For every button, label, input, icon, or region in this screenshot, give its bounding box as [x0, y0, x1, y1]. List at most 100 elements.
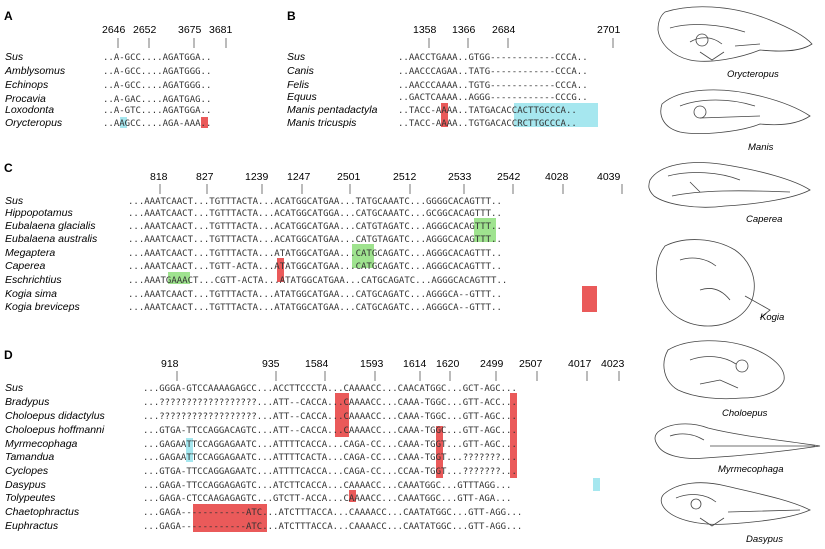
sequence: ...GAGA-TTCCAGGAGAGTC...ATCTTCACCA...CAA…: [143, 481, 511, 491]
insertion-highlight: [514, 103, 598, 127]
panel-c-positions: 818 827 1239 1247 2501 2512 2533 2542 40…: [150, 171, 623, 194]
panel-a-highlights: [120, 117, 208, 128]
position-label: 2499: [480, 358, 504, 370]
sequence: ...AAATCAACT...TGTTTACTA...ACATGGCATGGA.…: [128, 209, 502, 219]
panel-label-d: D: [4, 348, 13, 362]
stop-codon-highlight: [352, 244, 374, 268]
taxon-label: Choloepus hoffmanni: [5, 424, 105, 436]
taxon-label: Procavia: [5, 93, 46, 105]
taxon-label: Choloepus didactylus: [5, 410, 106, 422]
sequence: ..TACC-AAAA..TATGACACCACTTGCCCA..: [398, 106, 577, 116]
skull-outline: [654, 423, 821, 459]
taxon-label: Myrmecophaga: [5, 438, 78, 450]
skull-outline: [655, 239, 755, 327]
taxon-label: Euphractus: [5, 520, 59, 532]
deletion-highlight: [510, 393, 517, 478]
taxon-label: Cyclopes: [5, 465, 49, 477]
insertion-highlight: [593, 478, 600, 491]
sequence: ..A-GCC....AGATGGG..: [103, 67, 211, 77]
position-label: 2684: [492, 24, 516, 36]
sequence: ...AAATGAAACT...CGTT-ACTA...ATATGGCATGAA…: [128, 276, 507, 286]
sequence: ...GTGA-TTCCAGGAGAATC...ATTTTCACCA...CAG…: [143, 467, 517, 477]
taxon-label: Amblysomus: [4, 65, 66, 77]
position-label: 2512: [393, 171, 417, 183]
sequence: ...AAATCAACT...TGTT-ACTA...ATATGGCATGAA.…: [128, 262, 502, 272]
deletion-highlight: [582, 286, 597, 312]
skull-detail: [675, 494, 801, 527]
taxon-label: Eschrichtius: [5, 274, 62, 286]
panel-b-positions: 1358 1366 2684 2701: [413, 24, 621, 48]
panel-b: B 1358 1366 2684 2701 Sus ..AACCTGAAA..G…: [287, 9, 621, 129]
sequence: ...GAGA------------ATC...ATCTTTACCA...CA…: [143, 508, 522, 518]
sequence: ..A-GCC....AGATGGG..: [103, 81, 211, 91]
sequence: ...GTGA-TTCCAGGACAGTC...ATT--CACCA...CAA…: [143, 426, 517, 436]
panel-label-b: B: [287, 9, 296, 23]
taxon-label: Sus: [5, 51, 24, 63]
position-label: 2701: [597, 24, 621, 36]
position-label: 4039: [597, 171, 621, 183]
panel-c-highlights: [168, 218, 597, 312]
panel-a-rows: Sus ..A-GCC....AGATGGA.. Amblysomus ..A-…: [4, 51, 211, 129]
sequence: ...AAATCAACT...TGTTTACTA...ATATGGCATGAA.…: [128, 303, 502, 313]
position-label: 2533: [448, 171, 472, 183]
stop-codon-highlight: [474, 218, 496, 242]
skull-orbit: [690, 498, 702, 510]
sequence: ...AAATCAACT...TGTTTACTA...ATATGGCATGAA.…: [128, 290, 502, 300]
skull-outline: [663, 340, 785, 400]
taxon-label: Sus: [5, 195, 24, 207]
taxon-label: Chaetophractus: [5, 506, 80, 518]
skull-detail: [679, 257, 771, 319]
sequence: ...AAATCAACT...TGTTTACTA...ACATGGCATGAA.…: [128, 197, 502, 207]
taxon-label: Loxodonta: [5, 104, 54, 116]
taxon-label: Hippopotamus: [5, 207, 73, 219]
taxon-label: Dasypus: [5, 479, 47, 491]
skull-caperea: Caperea: [648, 162, 811, 225]
skull-outline: [660, 89, 811, 134]
position-label: 1366: [452, 24, 476, 36]
skull-manis: Manis: [660, 89, 811, 153]
panel-a: A 2646 2652 3675 3681 Sus ..A-GCC....AGA…: [4, 9, 233, 129]
position-label: 2501: [337, 171, 361, 183]
sequence: ...AAATCAACT...TGTTTACTA...ATATGGCATGAA.…: [128, 249, 502, 259]
skull-outline: [657, 6, 813, 62]
skull-outline: [660, 482, 811, 525]
skull-orbit: [735, 359, 749, 373]
sequence: ...GAGAATTCCAGGAGAATC...ATTTTCACTA...CAG…: [143, 453, 517, 463]
skull-label: Choloepus: [722, 408, 768, 419]
skull-detail: [669, 24, 761, 61]
stop-codon-highlight: [168, 272, 190, 284]
sequence: ..AACCTGAAA..GTGG------------CCCA..: [398, 53, 588, 63]
skull-detail: [679, 99, 761, 119]
skull-dasypus: Dasypus: [660, 482, 811, 545]
taxon-label: Eubalaena australis: [5, 233, 98, 245]
panel-c-rows: Sus ...AAATCAACT...TGTTTACTA...ACATGGCAT…: [5, 195, 507, 313]
skull-label: Manis: [748, 142, 774, 153]
taxon-label: Manis pentadactyla: [287, 104, 378, 116]
position-label: 818: [150, 171, 168, 183]
taxon-label: Kogia breviceps: [5, 301, 80, 313]
panel-c: C 818 827 1239 1247 2501 2512 2533 2542 …: [4, 161, 623, 313]
skull-label: Orycteropus: [727, 69, 779, 80]
position-label: 1620: [436, 358, 460, 370]
panel-b-highlights: [441, 103, 598, 127]
panel-d-highlights: [186, 393, 600, 532]
position-label: 1584: [305, 358, 329, 370]
sequence: ..A-GTC....AGATGGA..: [103, 106, 211, 116]
skull-outline: [648, 162, 811, 208]
position-label: 935: [262, 358, 280, 370]
skull-label: Kogia: [760, 312, 784, 323]
skull-label: Myrmecophaga: [718, 464, 783, 475]
taxon-label: Tolypeutes: [5, 492, 56, 504]
sequence: ...??????????????????...ATT--CACCA...CAA…: [143, 398, 517, 408]
position-label: 1247: [287, 171, 311, 183]
sequence: ...GAGAATTCCAGGAGAATC...ATTTTCACCA...CAG…: [143, 440, 517, 450]
panel-d-positions: 918 935 1584 1593 1614 1620 2499 2507 40…: [161, 358, 625, 381]
taxon-label: Sus: [5, 382, 24, 394]
taxon-label: Eubalaena glacialis: [5, 220, 96, 232]
deletion-highlight: [277, 258, 284, 282]
taxon-label: Caperea: [5, 260, 45, 272]
taxon-label: Felis: [287, 79, 310, 91]
position-label: 4017: [568, 358, 592, 370]
sequence: ..AAGCC....AGA-AAA..: [103, 119, 211, 129]
